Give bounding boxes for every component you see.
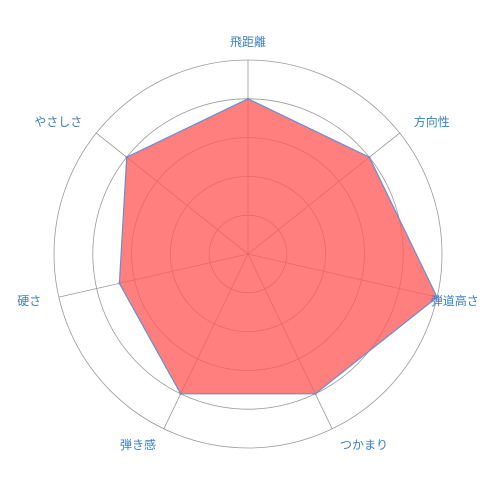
axis-label-5: 弾き感 bbox=[120, 437, 156, 452]
data-point-やさしさ bbox=[125, 156, 128, 159]
data-point-飛距離 bbox=[246, 97, 250, 101]
axis-label-7: やさしさ bbox=[34, 115, 82, 129]
axis-label-4: つかまり bbox=[340, 438, 388, 452]
data-point-方向性 bbox=[368, 156, 371, 159]
axis-label-1: 飛距離 bbox=[230, 35, 266, 49]
axis-label-3: 弾道高さ bbox=[431, 293, 479, 308]
data-point-硬さ bbox=[118, 282, 121, 285]
data-point-弾道高さ bbox=[435, 295, 439, 299]
axis-label-6: 硬さ bbox=[17, 294, 41, 308]
data-point-弾き感 bbox=[179, 392, 182, 396]
data-point-つかまり bbox=[314, 392, 317, 396]
series-area-1 bbox=[118, 98, 438, 395]
axis-label-2: 方向性 bbox=[414, 114, 450, 129]
radar-series-group bbox=[118, 97, 439, 396]
